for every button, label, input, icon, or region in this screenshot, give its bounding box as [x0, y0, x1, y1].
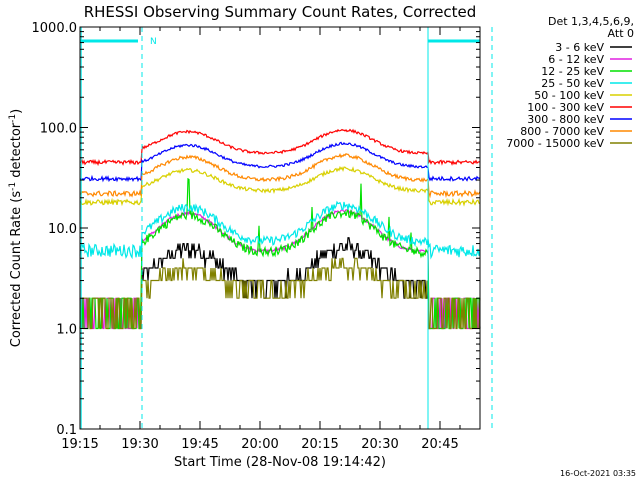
x-tick-label: 20:00 — [241, 437, 278, 452]
series-line-800-7000-kev — [79, 152, 481, 199]
plot-frame — [79, 26, 481, 430]
y-tick-label: 100.0 — [40, 122, 77, 137]
legend-label: 25 - 50 keV — [541, 77, 604, 90]
x-tick-label: 19:15 — [61, 437, 98, 452]
legend-header: Att 0 — [608, 27, 634, 40]
legend-label: 7000 - 15000 keV — [506, 137, 604, 150]
x-tick-label: 20:15 — [301, 437, 338, 452]
y-tick-label: 10.0 — [48, 222, 77, 237]
y-axis: 0.1 1.0 10.0 100.0 1000.0 — [32, 21, 480, 438]
x-tick-label: 19:30 — [121, 437, 158, 452]
legend-label: 300 - 800 keV — [527, 113, 604, 126]
x-tick-label: 20:30 — [361, 437, 398, 452]
series-line-7000-15000-kev — [79, 257, 481, 330]
y-axis-label: Corrected Count Rate (s-1 detector-1) — [8, 109, 24, 347]
series-line-50-100-kev — [79, 165, 481, 207]
legend-label: 12 - 25 keV — [541, 65, 604, 78]
x-tick-label: 20:45 — [421, 437, 458, 452]
legend-label: 800 - 7000 keV — [520, 125, 604, 138]
legend-label: 100 - 300 keV — [527, 101, 604, 114]
series-line-12-25-kev — [79, 177, 481, 330]
series-line-3-6-kev — [141, 237, 429, 299]
legend-label: 50 - 100 keV — [534, 89, 604, 102]
series-line-100-300-kev — [79, 128, 480, 167]
plot-area: N — [79, 27, 493, 429]
chart-title: RHESSI Observing Summary Count Rates, Co… — [84, 3, 477, 21]
footer-timestamp: 16-Oct-2021 03:35 — [560, 469, 636, 478]
legend-label: 3 - 6 keV — [555, 41, 604, 54]
legend-label: 6 - 12 keV — [548, 53, 604, 66]
y-tick-label: 0.1 — [56, 423, 77, 438]
y-tick-label: 1000.0 — [32, 21, 78, 36]
x-axis: 19:15 19:30 19:45 20:00 20:15 20:30 20:45 — [61, 27, 481, 452]
series-line-300-800-kev — [79, 141, 481, 183]
night-marker-label: N — [150, 37, 157, 47]
series-line-25-50-kev — [79, 200, 481, 260]
x-axis-label: Start Time (28-Nov-08 19:14:42) — [174, 455, 386, 470]
legend-header: Det 1,3,4,5,6,9, — [548, 15, 634, 28]
x-tick-label: 19:45 — [181, 437, 218, 452]
y-tick-label: 1.0 — [56, 323, 77, 338]
